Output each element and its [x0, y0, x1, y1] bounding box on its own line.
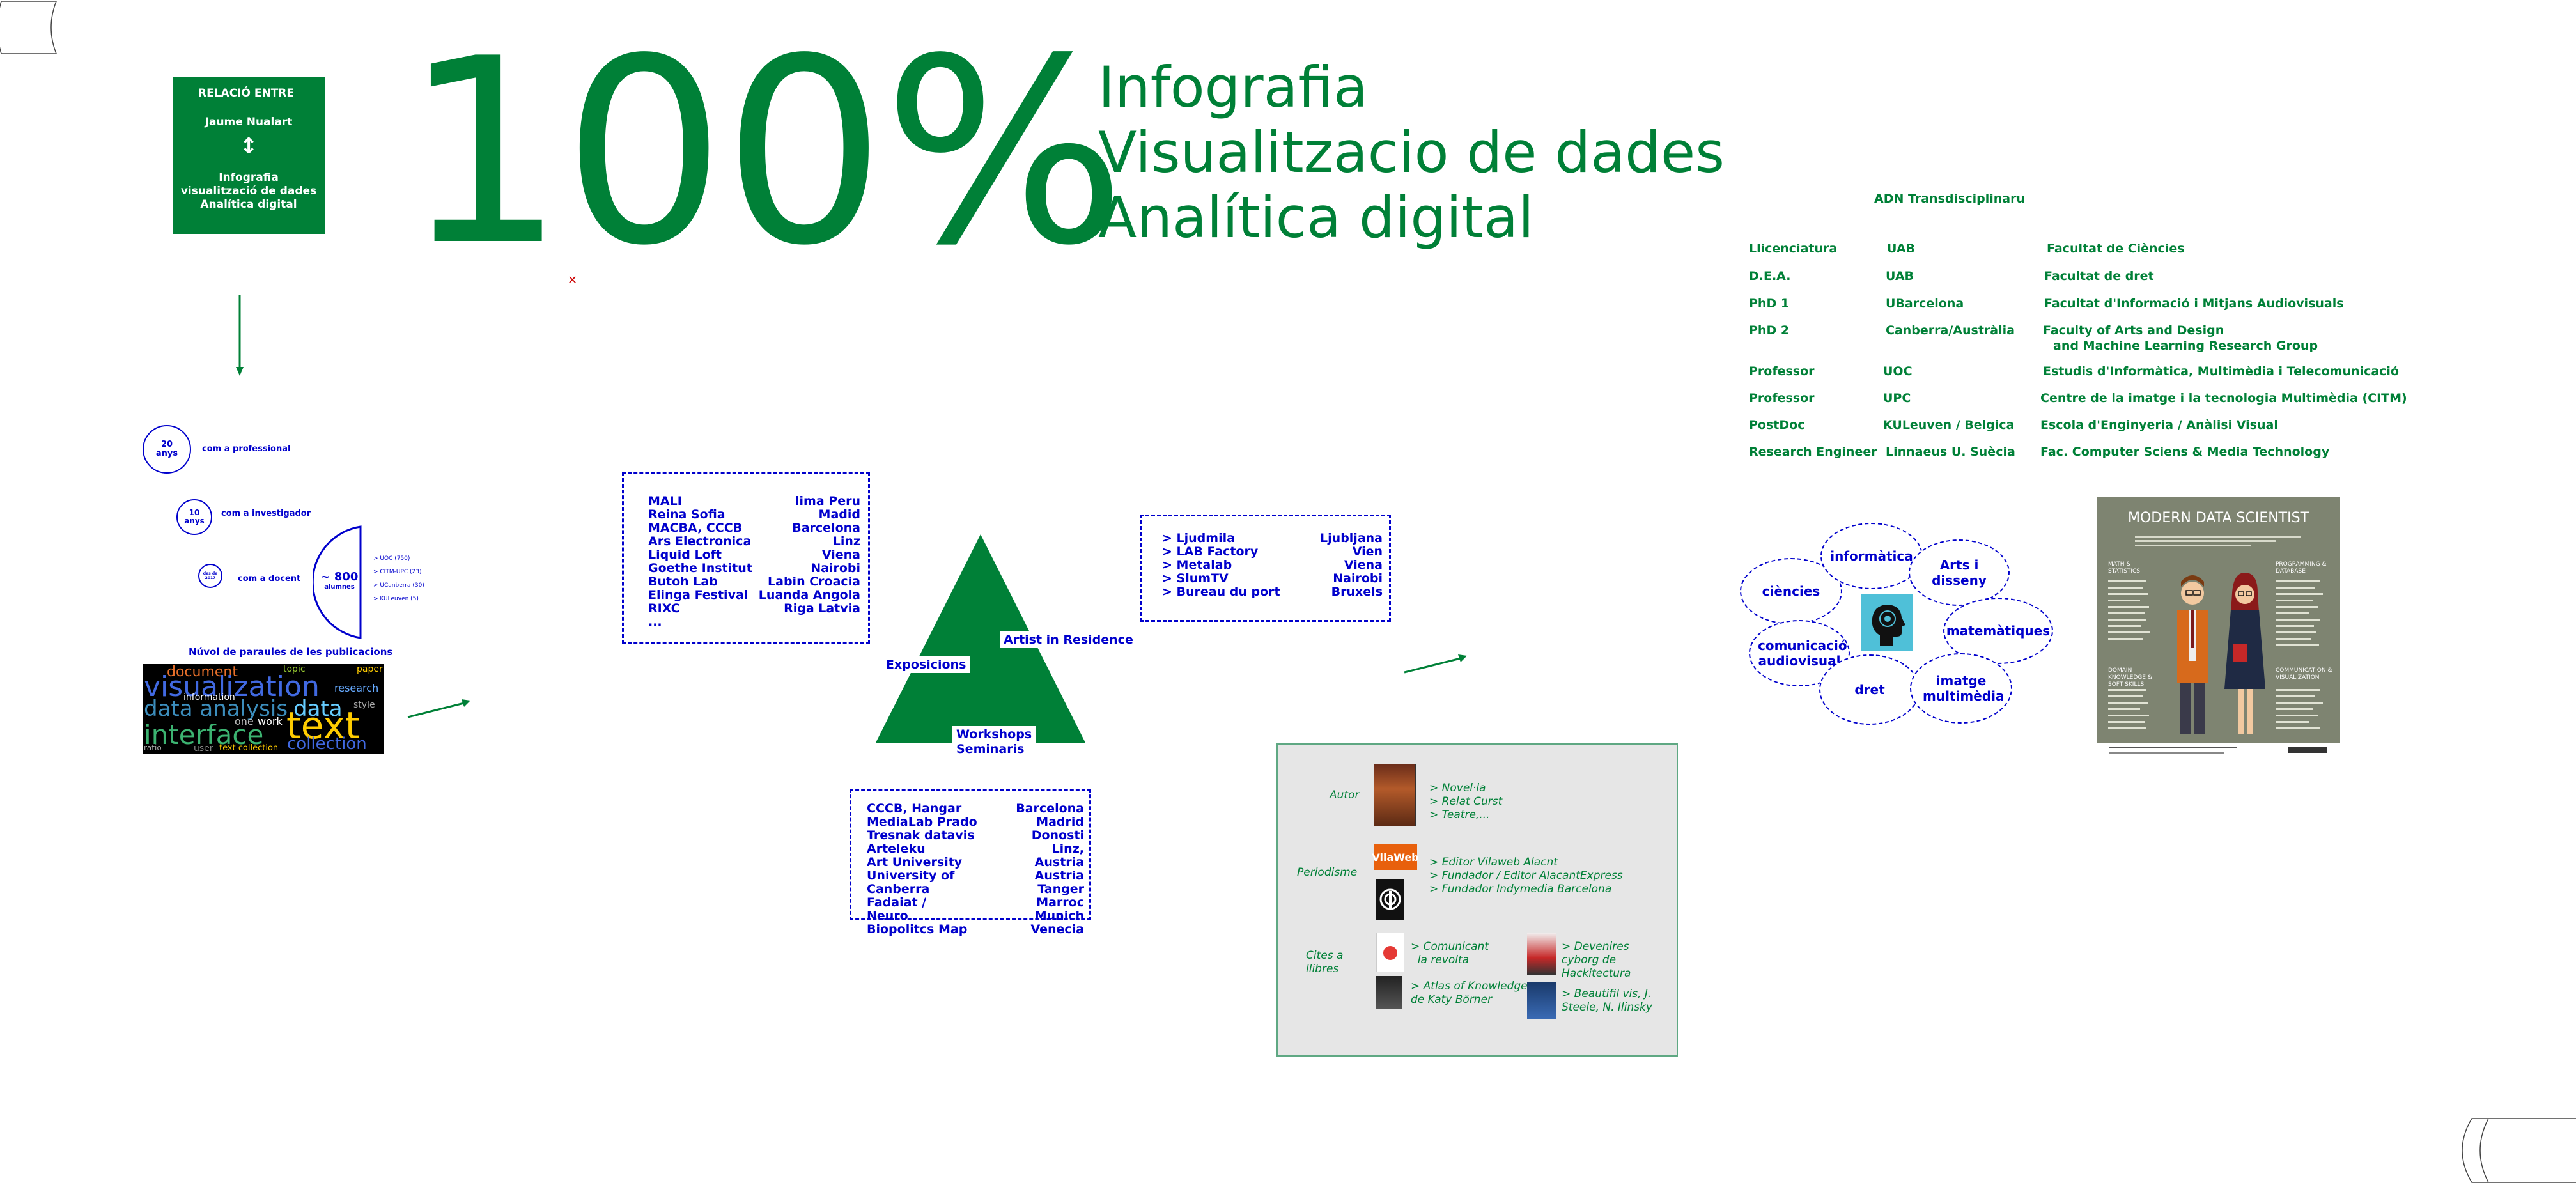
writing-box: Autor > Novel·la > Relat Curst > Teatre,…	[1276, 743, 1678, 1057]
next-slide-shape[interactable]	[2458, 1117, 2576, 1184]
students-list: > UOC (750) > CITM-UPC (23) > UCanberra …	[373, 555, 424, 602]
ellipse-matematiques: matemàtiques	[1943, 598, 2053, 664]
up-down-arrow-icon: ↕	[239, 134, 258, 159]
close-icon[interactable]: ✕	[568, 274, 578, 287]
prev-slide-shape[interactable]	[0, 0, 61, 55]
title-visualitzacio: Visualitzacio de dades	[1098, 120, 1725, 185]
big-percentage: 100%	[403, 4, 1126, 302]
autor-label: Autor	[1330, 789, 1360, 802]
arrow-down-icon	[236, 295, 244, 376]
workshops-venues: CCCB, Hangar MediaLab Prado Tresnak data…	[867, 802, 977, 936]
author-name: Jaume Nualart	[205, 116, 293, 128]
exposicions-label: Exposicions	[882, 656, 970, 673]
researcher-label: com a investigador	[221, 509, 311, 518]
ellipse-dret: dret	[1819, 654, 1920, 725]
cites-items-3: > Devenires cyborg de Hackitectura	[1562, 940, 1631, 980]
students-half-circle	[313, 525, 362, 639]
workshops-cities: Barcelona Madrid Donosti Linz, Austria A…	[1016, 802, 1084, 936]
exhibitions-cities: lima Peru Madid Barcelona Linz Viena Nai…	[758, 494, 860, 616]
mds-section-communication: COMMUNICATION & VISUALIZATION	[2276, 667, 2332, 681]
years-teacher-circle: des de 2017	[198, 564, 222, 588]
book-devenires-thumbnail	[1527, 933, 1556, 975]
residence-cities: Ljubljana Vien Viena Nairobi Bruxels	[1320, 531, 1383, 599]
teacher-label: com a docent	[238, 574, 301, 584]
ellipse-imatge: imatge multimèdia	[1910, 653, 2012, 724]
ellipse-arts-disseny: Arts i disseny	[1909, 539, 2010, 606]
students-count: ~ 800 alumnes	[320, 570, 359, 591]
residence-venues: > Ljudmila > LAB Factory > Metalab > Slu…	[1162, 531, 1280, 599]
vilaweb-logo: VilaWeb	[1372, 844, 1419, 870]
brain-head-icon	[1861, 594, 1913, 651]
mds-section-domain: DOMAIN KNOWLEDGE & SOFT SKILLS	[2108, 667, 2152, 688]
cites-label: Cites a llibres	[1306, 949, 1344, 975]
adn-title: ADN Transdisciplinaru	[1874, 192, 2025, 206]
exhibitions-venues: MALI Reina Sofia MACBA, CCCB Ars Electro…	[648, 494, 752, 629]
title-infografia: Infografia	[1098, 54, 1368, 120]
cites-items-4: > Beautifil vis, J. Steele, N. Ilinsky	[1562, 988, 1652, 1014]
mds-section-math: MATH & STATISTICS	[2108, 561, 2140, 575]
arrow-right-icon	[407, 699, 470, 718]
years-professional-circle: 20 anys	[143, 425, 191, 474]
wordcloud: document paper topic visualization infor…	[143, 664, 384, 754]
relation-topics: Infografia visualització de dades Analít…	[180, 171, 317, 211]
exhibitions-box: MALI Reina Sofia MACBA, CCCB Ars Electro…	[622, 472, 870, 644]
periodisme-items: > Editor Vilaweb Alacnt > Fundador / Edi…	[1429, 856, 1623, 895]
years-researcher-circle: 10 anys	[176, 499, 212, 535]
mds-section-programming: PROGRAMMING & DATABASE	[2276, 561, 2327, 575]
arrow-right-icon-2	[1404, 654, 1467, 674]
novel-cover-thumbnail	[1374, 764, 1416, 826]
cites-items-2: > Atlas of Knowledge de Katy Börner	[1411, 980, 1528, 1006]
indymedia-logo	[1376, 879, 1404, 920]
mds-title: MODERN DATA SCIENTIST	[2127, 510, 2309, 526]
workshops-label: Workshops Seminaris	[952, 726, 1036, 758]
artist-residence-label: Artist in Residence	[1000, 631, 1137, 648]
workshops-box: CCCB, Hangar MediaLab Prado Tresnak data…	[850, 789, 1091, 936]
relation-box: RELACIÓ ENTRE Jaume Nualart ↕ Infografia…	[173, 77, 325, 234]
cites-items-1: > Comunicant la revolta	[1411, 940, 1489, 966]
residence-box: > Ljudmila > LAB Factory > Metalab > Slu…	[1140, 515, 1391, 622]
book-beautiful-vis-thumbnail	[1527, 982, 1556, 1019]
book-atlas-thumbnail	[1376, 976, 1402, 1009]
professional-label: com a professional	[202, 444, 291, 454]
book-comunicant-thumbnail	[1376, 933, 1404, 972]
periodisme-label: Periodisme	[1297, 866, 1358, 879]
wordcloud-title: Núvol de paraules de les publicacions	[189, 646, 393, 658]
titles: Infografia Visualitzacio de dades Analít…	[1098, 55, 1725, 251]
autor-items: > Novel·la > Relat Curst > Teatre,...	[1429, 782, 1503, 821]
title-analitica: Analítica digital	[1098, 185, 1534, 251]
activities-triangle	[876, 534, 1085, 743]
ellipse-informatica: informàtica	[1820, 523, 1923, 589]
modern-data-scientist-card: MODERN DATA SCIENTIST MATH & STATISTICS …	[2097, 497, 2340, 758]
relation-title: RELACIÓ ENTRE	[198, 87, 295, 100]
